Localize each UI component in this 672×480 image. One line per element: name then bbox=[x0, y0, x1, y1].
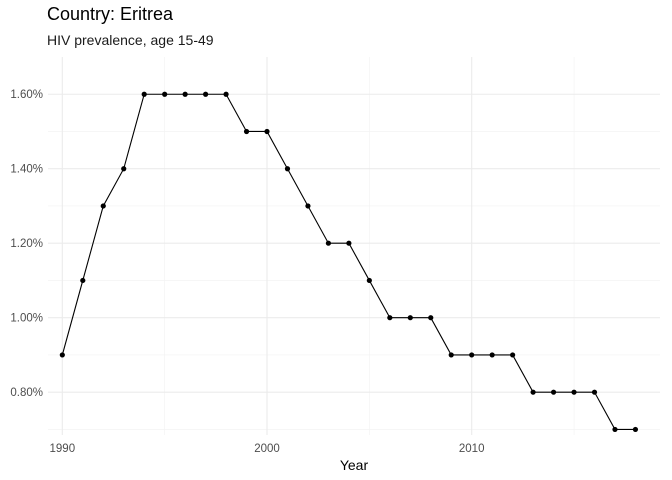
data-point bbox=[203, 91, 209, 97]
data-point bbox=[612, 426, 618, 433]
data-point bbox=[59, 352, 65, 358]
data-point bbox=[162, 91, 168, 97]
data-point bbox=[387, 315, 393, 321]
chart-title: Country: Eritrea bbox=[47, 4, 174, 24]
data-point bbox=[407, 315, 413, 321]
data-point bbox=[223, 91, 229, 97]
data-point bbox=[632, 426, 639, 433]
data-point bbox=[428, 315, 434, 321]
data-point bbox=[346, 240, 352, 246]
series-line-group bbox=[61, 93, 636, 430]
x-tick-label: 2000 bbox=[254, 443, 280, 455]
chart-subtitle: HIV prevalence, age 15-49 bbox=[47, 32, 214, 48]
minor-gridlines bbox=[48, 57, 660, 435]
x-tick-label: 1990 bbox=[50, 443, 76, 455]
x-axis-title: Year bbox=[340, 457, 369, 473]
data-point bbox=[80, 277, 86, 284]
y-axis-tick-labels: 0.80% 1.00% 1.20% 1.40% 1.60% bbox=[10, 89, 43, 399]
data-point bbox=[571, 389, 577, 395]
data-point bbox=[489, 352, 495, 358]
series-line bbox=[61, 93, 636, 430]
y-tick-label: 1.40% bbox=[10, 164, 43, 176]
y-tick-label: 0.80% bbox=[10, 387, 43, 399]
data-point bbox=[141, 91, 147, 97]
series-points-group bbox=[59, 91, 639, 433]
y-tick-label: 1.60% bbox=[10, 89, 43, 101]
data-point bbox=[264, 128, 270, 135]
data-point bbox=[121, 166, 127, 172]
data-point bbox=[448, 352, 454, 358]
data-point bbox=[325, 240, 332, 246]
x-axis-tick-labels: 1990 2000 2010 bbox=[50, 443, 485, 455]
data-point bbox=[182, 91, 188, 97]
data-point bbox=[510, 352, 516, 358]
data-point bbox=[591, 389, 598, 395]
data-point bbox=[100, 203, 106, 209]
data-point bbox=[366, 277, 372, 284]
data-point bbox=[305, 203, 311, 209]
major-gridlines bbox=[48, 57, 660, 435]
data-point bbox=[284, 166, 291, 172]
data-point bbox=[469, 352, 475, 358]
y-tick-label: 1.00% bbox=[10, 313, 43, 325]
data-point bbox=[530, 389, 536, 395]
data-point bbox=[243, 128, 250, 135]
data-point bbox=[550, 389, 557, 395]
y-tick-label: 1.20% bbox=[10, 238, 43, 250]
x-tick-label: 2010 bbox=[459, 443, 485, 455]
